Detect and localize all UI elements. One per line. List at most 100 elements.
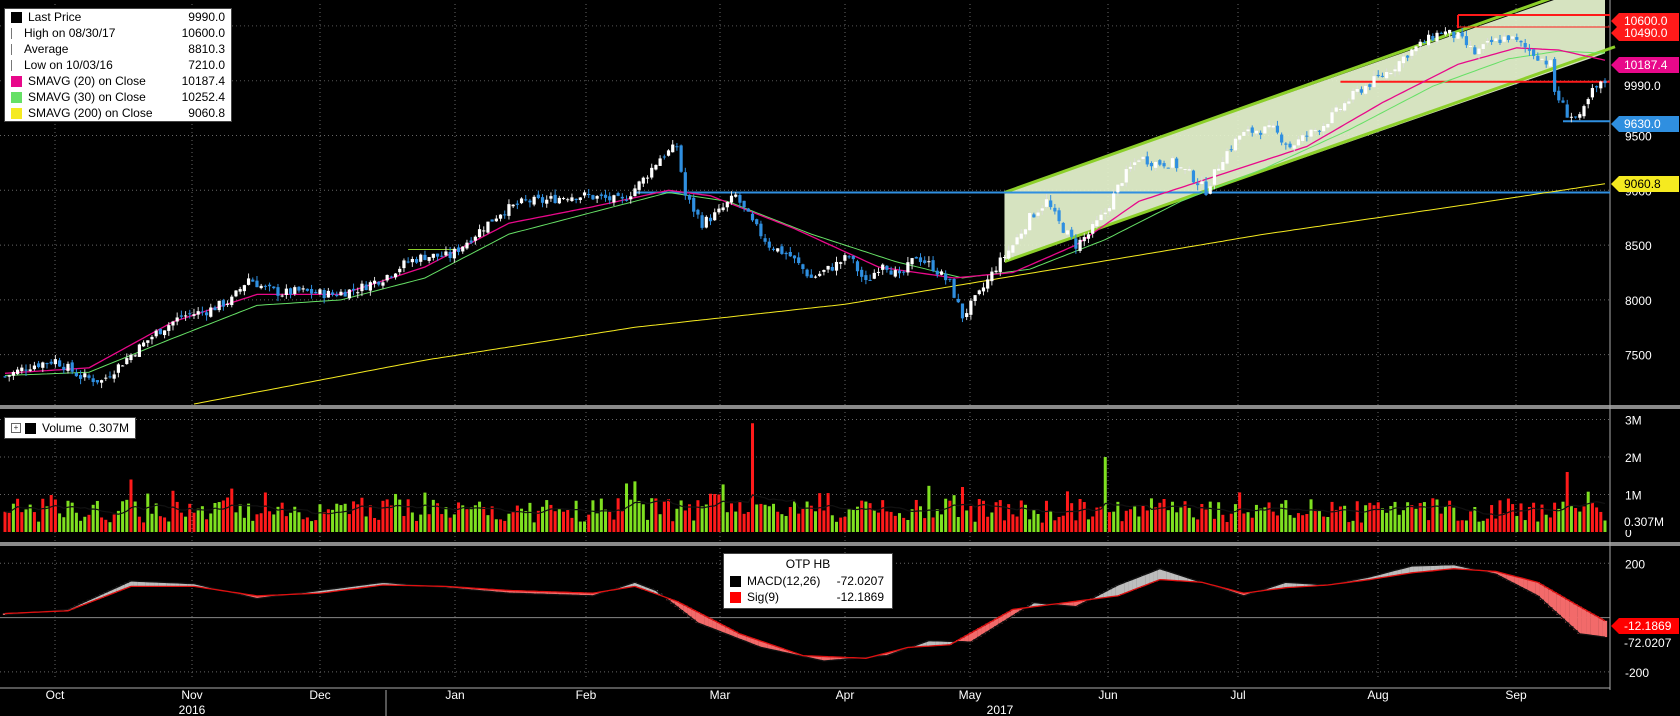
candle (1095, 220, 1099, 227)
month-label: Aug (1367, 688, 1388, 702)
volume-bar (692, 520, 696, 532)
macd-tag-bg (1619, 635, 1679, 651)
volume-bar (948, 500, 952, 532)
volume-bar (1397, 514, 1401, 532)
volume-bar (654, 498, 658, 532)
volume-bar (1481, 520, 1485, 532)
price-tag-pointer (1611, 57, 1619, 73)
candle (230, 296, 234, 306)
candle (532, 196, 536, 205)
volume-axis-label: 3M (1625, 414, 1642, 428)
candle (1019, 233, 1023, 239)
price-axis-label: 8000 (1625, 294, 1652, 308)
candle (843, 255, 847, 261)
candle (146, 340, 150, 343)
volume-bar (772, 503, 776, 532)
volume-bar (834, 521, 838, 532)
volume-bar (1225, 522, 1229, 532)
candle (1040, 208, 1044, 211)
candle (452, 248, 456, 259)
volume-bar (284, 516, 288, 532)
candle (1494, 38, 1498, 42)
candle (1595, 86, 1599, 88)
volume-bar (377, 519, 381, 532)
volume-bar (1128, 509, 1132, 532)
volume-bar (637, 500, 641, 532)
high-marker-icon (11, 27, 18, 39)
candle (931, 260, 935, 272)
volume-bar (360, 497, 364, 532)
volume-bar (1532, 502, 1536, 532)
candle (792, 255, 797, 259)
volume-bar (469, 507, 473, 532)
volume-bar (1359, 522, 1363, 532)
candle (633, 188, 637, 197)
legend-row: SMAVG (30) on Close 10252.4 (5, 89, 231, 105)
macd-legend: OTP HB MACD(12,26) -72.0207 Sig(9) -12.1… (723, 553, 893, 609)
candle (368, 282, 372, 291)
volume-bar (116, 510, 120, 532)
volume-bar (944, 498, 948, 532)
candle (990, 271, 994, 282)
volume-bar (1011, 514, 1015, 532)
candle (1070, 229, 1074, 237)
volume-swatch (25, 422, 36, 434)
candle (519, 198, 524, 204)
candle (650, 167, 654, 178)
candle (897, 270, 902, 274)
volume-bar (347, 514, 351, 532)
candle (301, 288, 305, 290)
candle (1397, 61, 1401, 72)
volume-bar (389, 505, 393, 532)
candle (322, 289, 326, 299)
volume-bar (902, 517, 906, 532)
candle (918, 257, 923, 263)
candle (872, 272, 876, 279)
volume-bar (301, 519, 305, 532)
volume-bar (1074, 520, 1078, 532)
volume-bar (683, 510, 687, 532)
volume-bar (16, 498, 20, 532)
candle (784, 252, 788, 255)
sma200-line (193, 183, 1606, 405)
candle (1548, 60, 1553, 67)
price-tag-bg (1619, 78, 1679, 94)
volume-bar (1233, 504, 1237, 532)
candle (444, 251, 448, 256)
volume-tag: 0.307M (1624, 515, 1664, 529)
candle (1103, 212, 1107, 215)
volume-bar (1082, 502, 1086, 532)
candle (1133, 162, 1137, 165)
volume-bar (1002, 520, 1006, 532)
volume-bar (1561, 501, 1565, 532)
candle (267, 284, 272, 287)
box-plus-icon[interactable]: + (11, 423, 21, 433)
candle (393, 273, 398, 278)
volume-bar (251, 520, 255, 532)
candle (1154, 161, 1158, 168)
candle (1284, 143, 1288, 145)
candle (1322, 125, 1326, 132)
signal-value: -12.1869 (836, 590, 884, 604)
volume-bar (1418, 503, 1422, 532)
volume-bar (305, 517, 309, 532)
candle (343, 291, 347, 297)
year-label: 2016 (179, 703, 206, 716)
month-label: Sep (1505, 688, 1527, 702)
candle (834, 261, 839, 271)
candle (1082, 237, 1086, 242)
price-tag-bg (1619, 176, 1679, 192)
volume-bar (499, 519, 503, 532)
candle (1481, 44, 1485, 50)
volume-bar (1553, 502, 1557, 532)
candle (7, 375, 11, 377)
candle (566, 199, 570, 201)
volume-bar (1263, 507, 1267, 532)
candle (1271, 125, 1275, 128)
candle (855, 261, 860, 272)
volume-bar (276, 506, 280, 532)
candle (339, 291, 343, 296)
volume-bar (830, 515, 834, 532)
volume-bar (461, 505, 465, 532)
volume-bar (889, 511, 893, 532)
